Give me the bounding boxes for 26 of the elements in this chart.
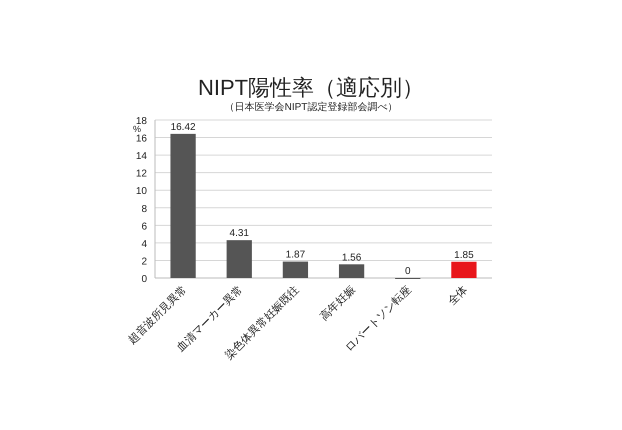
bar [451, 262, 477, 278]
bar [338, 264, 364, 278]
data-label: 0 [404, 266, 411, 277]
y-tick-label: 14 [136, 151, 148, 162]
y-tick-label: 10 [136, 186, 148, 198]
bar [282, 262, 308, 278]
y-tick-label: 16 [136, 134, 148, 145]
y-tick-label: 0 [141, 274, 148, 285]
chart-subtitle: （日本医学会NIPT認定登録部会調べ） [224, 101, 398, 113]
y-tick-label: 6 [141, 221, 148, 232]
data-label: 1.87 [286, 250, 306, 261]
data-label: 4.31 [230, 228, 250, 240]
y-tick-label: 8 [141, 204, 148, 215]
x-tick-label: 高年妊娠 [317, 282, 358, 324]
bar [226, 240, 252, 278]
x-tick-label: 全体 [446, 284, 470, 308]
y-tick-label: 2 [141, 256, 148, 268]
y-tick-label: 4 [141, 238, 148, 250]
y-tick-label: 12 [136, 168, 148, 180]
data-label: 16.42 [170, 122, 196, 133]
data-label: 1.56 [342, 252, 362, 264]
y-tick-label: 18 [136, 116, 148, 127]
chart-title: NIPT陽性率（適応別） [198, 75, 424, 100]
data-label: 1.85 [454, 250, 474, 261]
bar [170, 134, 196, 278]
y-axis-title: % [132, 124, 142, 134]
